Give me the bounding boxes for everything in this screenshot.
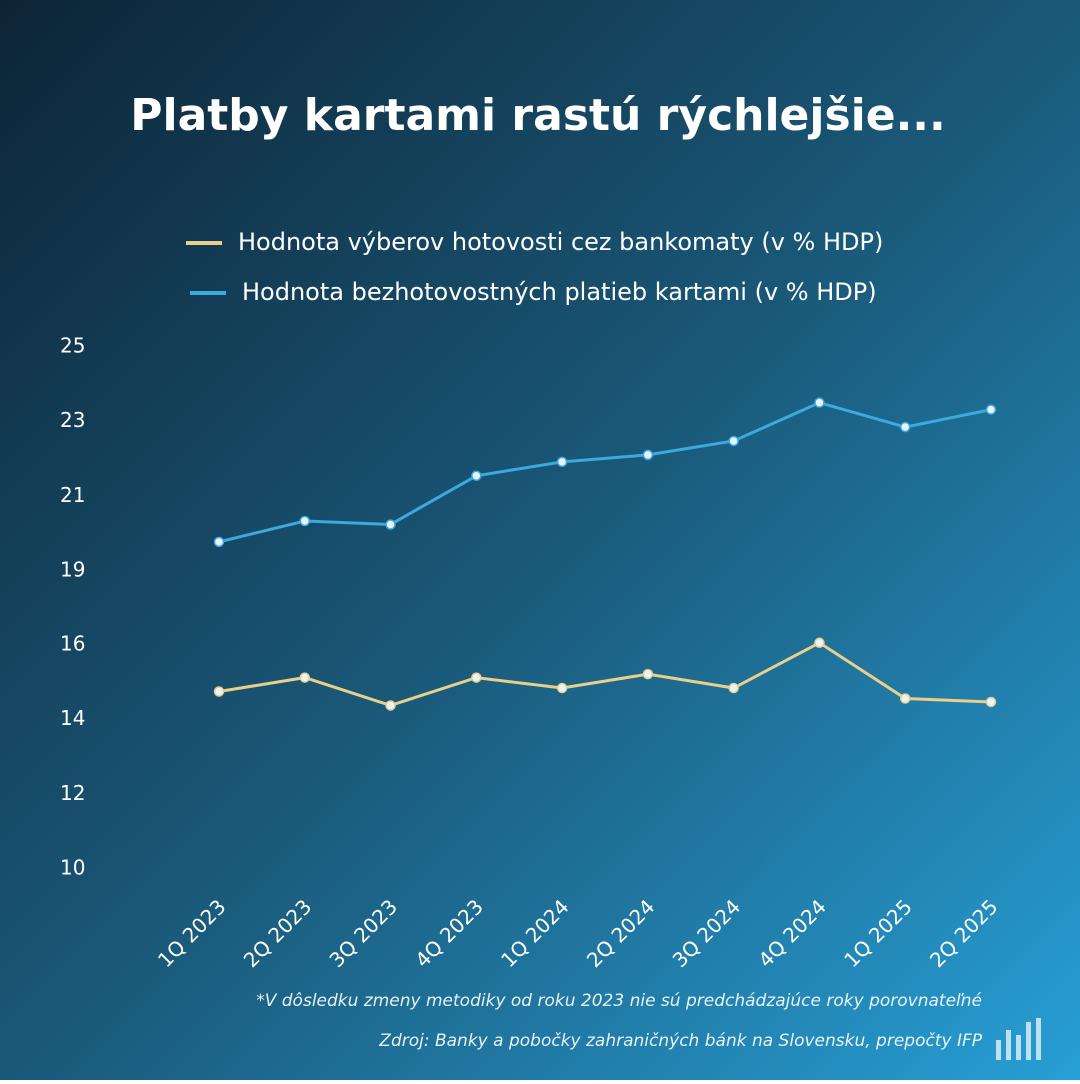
chart-title: Platby kartami rastú rýchlejšie... [130, 90, 945, 141]
logo [996, 1018, 1041, 1060]
series-line [218, 641, 992, 708]
y-tick-label: 14 [60, 706, 85, 730]
footnote: *V dôsledku zmeny metodiky od roku 2023 … [256, 991, 982, 1011]
y-tick-label: 19 [60, 557, 85, 581]
data-point [385, 700, 396, 711]
data-point [213, 686, 225, 697]
data-point [471, 672, 482, 683]
data-point [814, 397, 825, 408]
data-point [642, 449, 654, 461]
data-point [814, 637, 825, 649]
series-line [218, 401, 992, 544]
data-point [985, 404, 997, 415]
y-tick-label: 16 [60, 632, 85, 656]
data-point [299, 515, 311, 527]
data-point [899, 693, 911, 704]
data-point [642, 668, 654, 680]
data-point [385, 519, 396, 530]
source: Zdroj: Banky a pobočky zahraničných bánk… [378, 1031, 982, 1051]
legend-label: Hodnota bezhotovostných platieb kartami … [242, 278, 877, 306]
legend-label: Hodnota výberov hotovosti cez bankomaty … [238, 228, 883, 256]
data-point [899, 421, 911, 433]
data-point [728, 682, 739, 694]
y-tick-label: 10 [60, 856, 85, 880]
data-point [556, 456, 568, 468]
data-point [213, 536, 225, 548]
y-tick-label: 12 [60, 781, 85, 805]
data-point [985, 696, 997, 708]
data-point [299, 672, 311, 683]
data-point [556, 682, 568, 694]
data-point [471, 470, 482, 482]
y-tick-label: 23 [60, 408, 85, 432]
data-point [728, 435, 739, 447]
y-tick-label: 21 [60, 483, 85, 507]
y-tick-label: 25 [60, 334, 85, 358]
